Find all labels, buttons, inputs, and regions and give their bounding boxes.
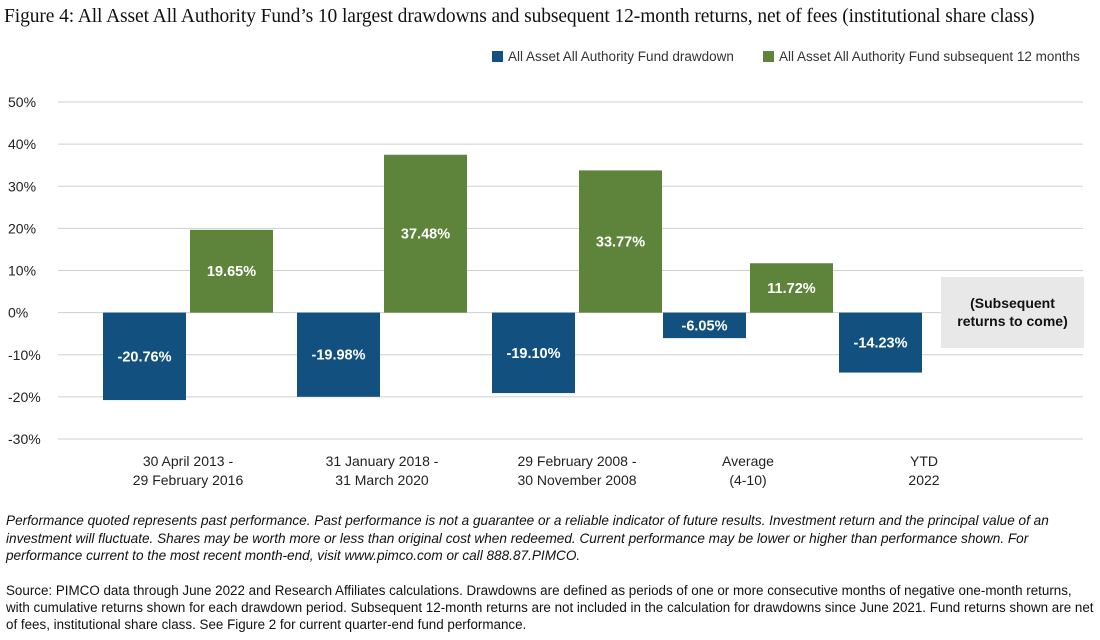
y-tick-label: 30% [8,178,36,194]
figure-title: Figure 4: All Asset All Authority Fund’s… [4,6,1035,27]
x-category-label: Average [722,453,774,469]
bar-subsequent [384,154,467,313]
legend-swatch-subsequent [763,51,774,62]
data-label-subsequent: 37.48% [401,227,450,243]
legend-label-subsequent: All Asset All Authority Fund subsequent … [779,49,1080,64]
bar-drawdown [103,312,186,401]
y-tick-label: 10% [8,263,36,279]
placeholder-label: returns to come) [957,313,1067,329]
bar-drawdown [492,312,575,394]
y-tick-label: -10% [8,347,41,363]
legend-swatch-drawdown [492,51,503,62]
y-tick-label: 20% [8,220,36,236]
y-tick-label: -20% [8,389,41,405]
bar-drawdown [839,312,922,373]
bar-drawdown [297,312,380,397]
x-category-label: 31 January 2018 - [326,453,439,469]
x-category-label: 30 April 2013 - [143,453,234,469]
subsequent-placeholder-box [941,277,1084,348]
x-category-label: 31 March 2020 [335,472,429,488]
x-category-label: 2022 [908,472,939,488]
bar-subsequent [750,263,833,313]
y-tick-label: 50% [8,94,36,110]
data-label-drawdown: -14.23% [853,336,907,352]
legend-label-drawdown: All Asset All Authority Fund drawdown [508,49,734,64]
y-tick-label: -30% [8,431,41,447]
bar-chart: 50% 40% 30% 20% 10% 0% -10% -20% -30% All Asset A… [8,49,1084,488]
bar-subsequent [579,170,662,313]
data-label-subsequent: 11.72% [767,281,815,297]
data-label-subsequent: 33.77% [596,234,645,250]
data-label-subsequent: 19.65% [207,264,256,280]
bar-subsequent [190,229,273,313]
data-label-drawdown: -19.98% [311,348,365,364]
performance-disclaimer: Performance quoted represents past perfo… [6,513,1049,563]
y-tick-label: 40% [8,136,36,152]
bar-drawdown [663,312,746,339]
source-note: Source: PIMCO data through June 2022 and… [6,583,1094,632]
data-label-drawdown: -6.05% [682,318,728,334]
x-category-label: 29 February 2008 - [517,453,636,469]
y-tick-label: 0% [8,305,28,321]
data-label-drawdown: -20.76% [117,349,171,365]
x-category-label: (4-10) [729,472,766,488]
x-category-label: 29 February 2016 [133,472,244,488]
x-category-label: 30 November 2008 [517,472,636,488]
x-category-label: YTD [910,453,938,469]
data-label-drawdown: -19.10% [506,346,560,362]
placeholder-label: (Subsequent [970,295,1055,311]
